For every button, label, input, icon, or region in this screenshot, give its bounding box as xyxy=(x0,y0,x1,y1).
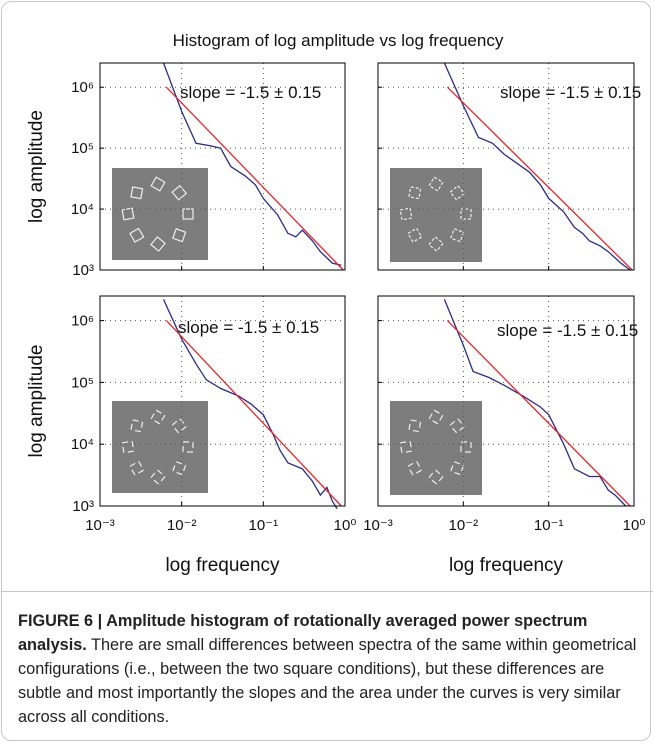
inset-shape xyxy=(408,186,422,200)
separator xyxy=(1,591,653,592)
annotation: slope = -1.5 ± 0.15 xyxy=(497,321,638,340)
fit-line xyxy=(165,86,344,271)
inset-shape xyxy=(171,417,188,434)
inset-shape xyxy=(150,409,166,425)
inset-shape xyxy=(150,176,166,192)
x-tick-label: 10⁰ xyxy=(623,517,646,534)
inset-shape xyxy=(182,441,194,453)
y-tick-label: 10⁴ xyxy=(71,201,94,218)
inset-image xyxy=(112,401,208,493)
inset-shape xyxy=(428,409,444,425)
inset-shape xyxy=(428,176,444,192)
x-tick-label: 10⁻³ xyxy=(363,517,393,534)
inset-shape xyxy=(428,469,444,485)
plot-frame xyxy=(99,295,346,507)
inset-shape xyxy=(449,417,466,434)
inset-shape xyxy=(121,207,135,221)
annotation: slope = -1.5 ± 0.15 xyxy=(500,83,641,102)
caption-title: FIGURE 6 | Amplitude histogram of rotati… xyxy=(18,612,588,654)
inset-shape xyxy=(408,419,422,433)
inset-image xyxy=(390,168,482,262)
annotation: slope = -1.5 ± 0.15 xyxy=(180,83,321,102)
inset-shape xyxy=(129,460,145,476)
inset-shape xyxy=(460,441,472,453)
y-tick-label: 10⁴ xyxy=(71,436,94,453)
caption: FIGURE 6 | Amplitude histogram of rotati… xyxy=(18,609,638,729)
y-tick-label: 10⁵ xyxy=(71,140,94,157)
inset-shape xyxy=(460,208,472,220)
inset-shape xyxy=(130,419,144,433)
x-tick-label: 10⁻² xyxy=(167,517,197,534)
spectrum-line xyxy=(162,62,342,266)
x-axis-label: log frequency xyxy=(165,555,280,576)
figure-title: Histogram of log amplitude vs log freque… xyxy=(173,31,504,50)
y-axis-label: log amplitude xyxy=(26,110,47,223)
x-tick-label: 10⁻¹ xyxy=(249,517,279,534)
annotation: slope = -1.5 ± 0.15 xyxy=(178,318,319,337)
inset-shape xyxy=(171,184,188,201)
x-tick-label: 10⁻² xyxy=(449,517,479,534)
figure: Histogram of log amplitude vs log freque… xyxy=(26,31,646,576)
inset-shape xyxy=(130,186,144,200)
spectrum-line xyxy=(443,62,631,271)
inset-shape xyxy=(150,236,166,252)
fit-line xyxy=(446,320,631,507)
fit-line xyxy=(165,320,342,507)
inset-shape xyxy=(172,228,187,243)
inset-shape xyxy=(449,184,466,201)
fit-line xyxy=(446,86,633,271)
inset-shape xyxy=(450,461,465,476)
inset-image xyxy=(112,168,208,260)
y-axis-label: log amplitude xyxy=(26,344,47,457)
inset-shape xyxy=(121,440,135,454)
x-tick-label: 10⁰ xyxy=(334,517,357,534)
inset-shape xyxy=(407,460,423,476)
inset-image xyxy=(390,401,482,495)
y-tick-label: 10³ xyxy=(72,262,94,279)
inset-shape xyxy=(129,227,145,243)
inset-shape xyxy=(172,461,187,476)
caption-text: There are small differences between spec… xyxy=(18,636,637,726)
plot-frame xyxy=(377,62,635,271)
plot-frame xyxy=(99,62,346,271)
x-tick-label: 10⁻¹ xyxy=(534,517,564,534)
spectrum-line xyxy=(443,299,627,507)
inset-shape xyxy=(450,228,465,243)
inset-shape xyxy=(150,469,166,485)
inset-shape xyxy=(399,440,413,454)
y-tick-label: 10⁶ xyxy=(71,79,94,96)
y-tick-label: 10³ xyxy=(72,498,94,515)
x-tick-label: 10⁻³ xyxy=(85,517,115,534)
inset-shape xyxy=(182,208,194,220)
y-tick-label: 10⁶ xyxy=(71,313,94,330)
y-tick-label: 10⁵ xyxy=(71,374,94,391)
plot-frame xyxy=(377,295,635,507)
inset-shape xyxy=(428,236,444,252)
x-axis-label: log frequency xyxy=(449,555,564,576)
